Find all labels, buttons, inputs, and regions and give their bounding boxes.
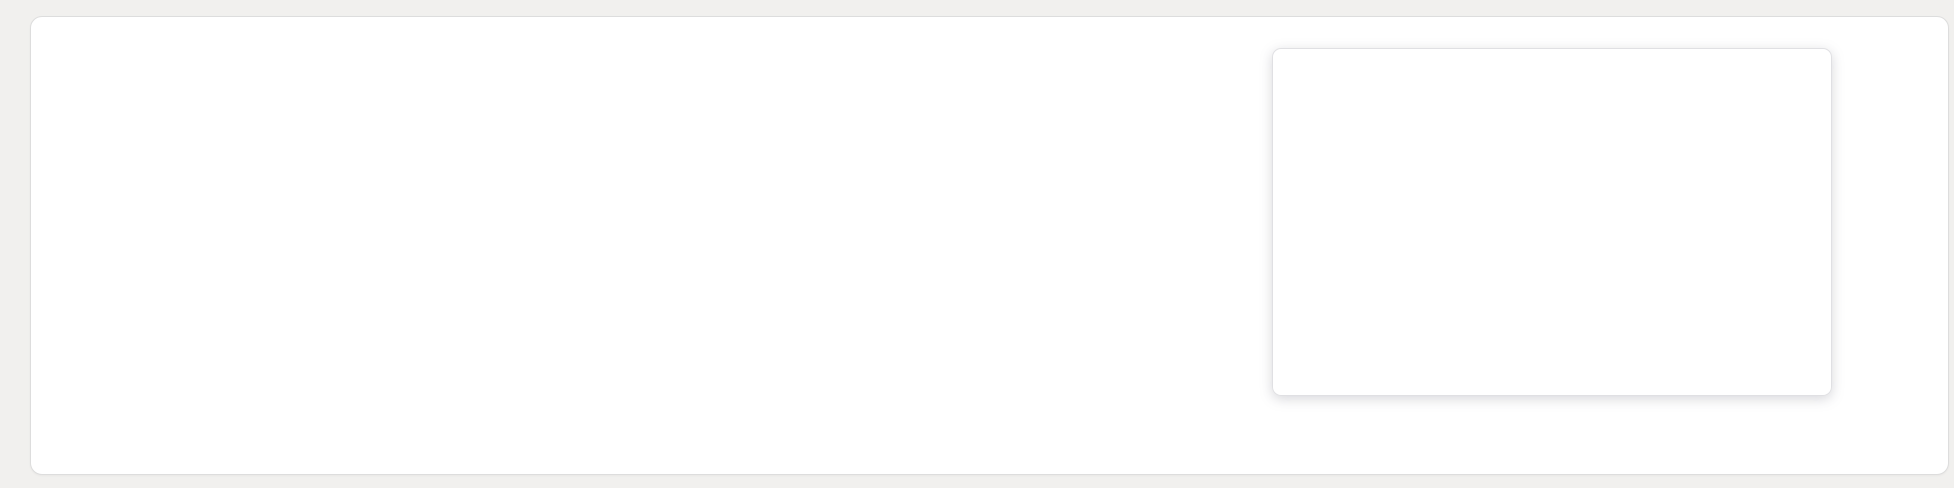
tooltip-header — [1306, 91, 1769, 117]
chart-hover-tooltip — [1272, 48, 1832, 396]
tooltip-conjunction — [1306, 91, 1314, 116]
